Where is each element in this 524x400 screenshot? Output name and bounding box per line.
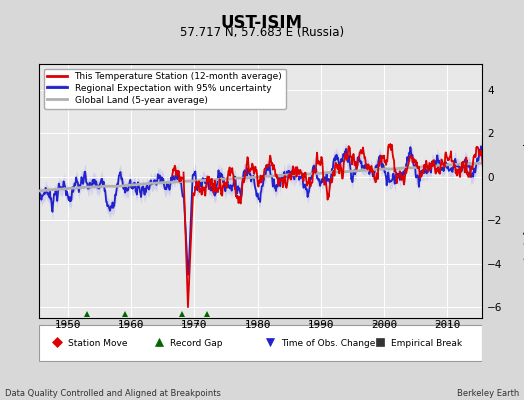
Text: Record Gap: Record Gap [170,338,222,348]
Text: 2010: 2010 [434,320,461,330]
Text: Station Move: Station Move [68,338,127,348]
Text: 1980: 1980 [244,320,271,330]
Text: 57.717 N, 57.683 E (Russia): 57.717 N, 57.683 E (Russia) [180,26,344,39]
Text: Empirical Break: Empirical Break [391,338,463,348]
Text: Berkeley Earth: Berkeley Earth [456,389,519,398]
Legend: This Temperature Station (12-month average), Regional Expectation with 95% uncer: This Temperature Station (12-month avera… [44,68,286,108]
Text: Time of Obs. Change: Time of Obs. Change [281,338,375,348]
Text: UST-ISIM: UST-ISIM [221,14,303,32]
Text: 1950: 1950 [54,320,81,330]
Text: Data Quality Controlled and Aligned at Breakpoints: Data Quality Controlled and Aligned at B… [5,389,221,398]
Text: 2000: 2000 [371,320,397,330]
Text: 1960: 1960 [118,320,144,330]
Text: 1970: 1970 [181,320,208,330]
Text: 1990: 1990 [308,320,334,330]
Y-axis label: Temperature Anomaly (°C): Temperature Anomaly (°C) [522,122,524,260]
